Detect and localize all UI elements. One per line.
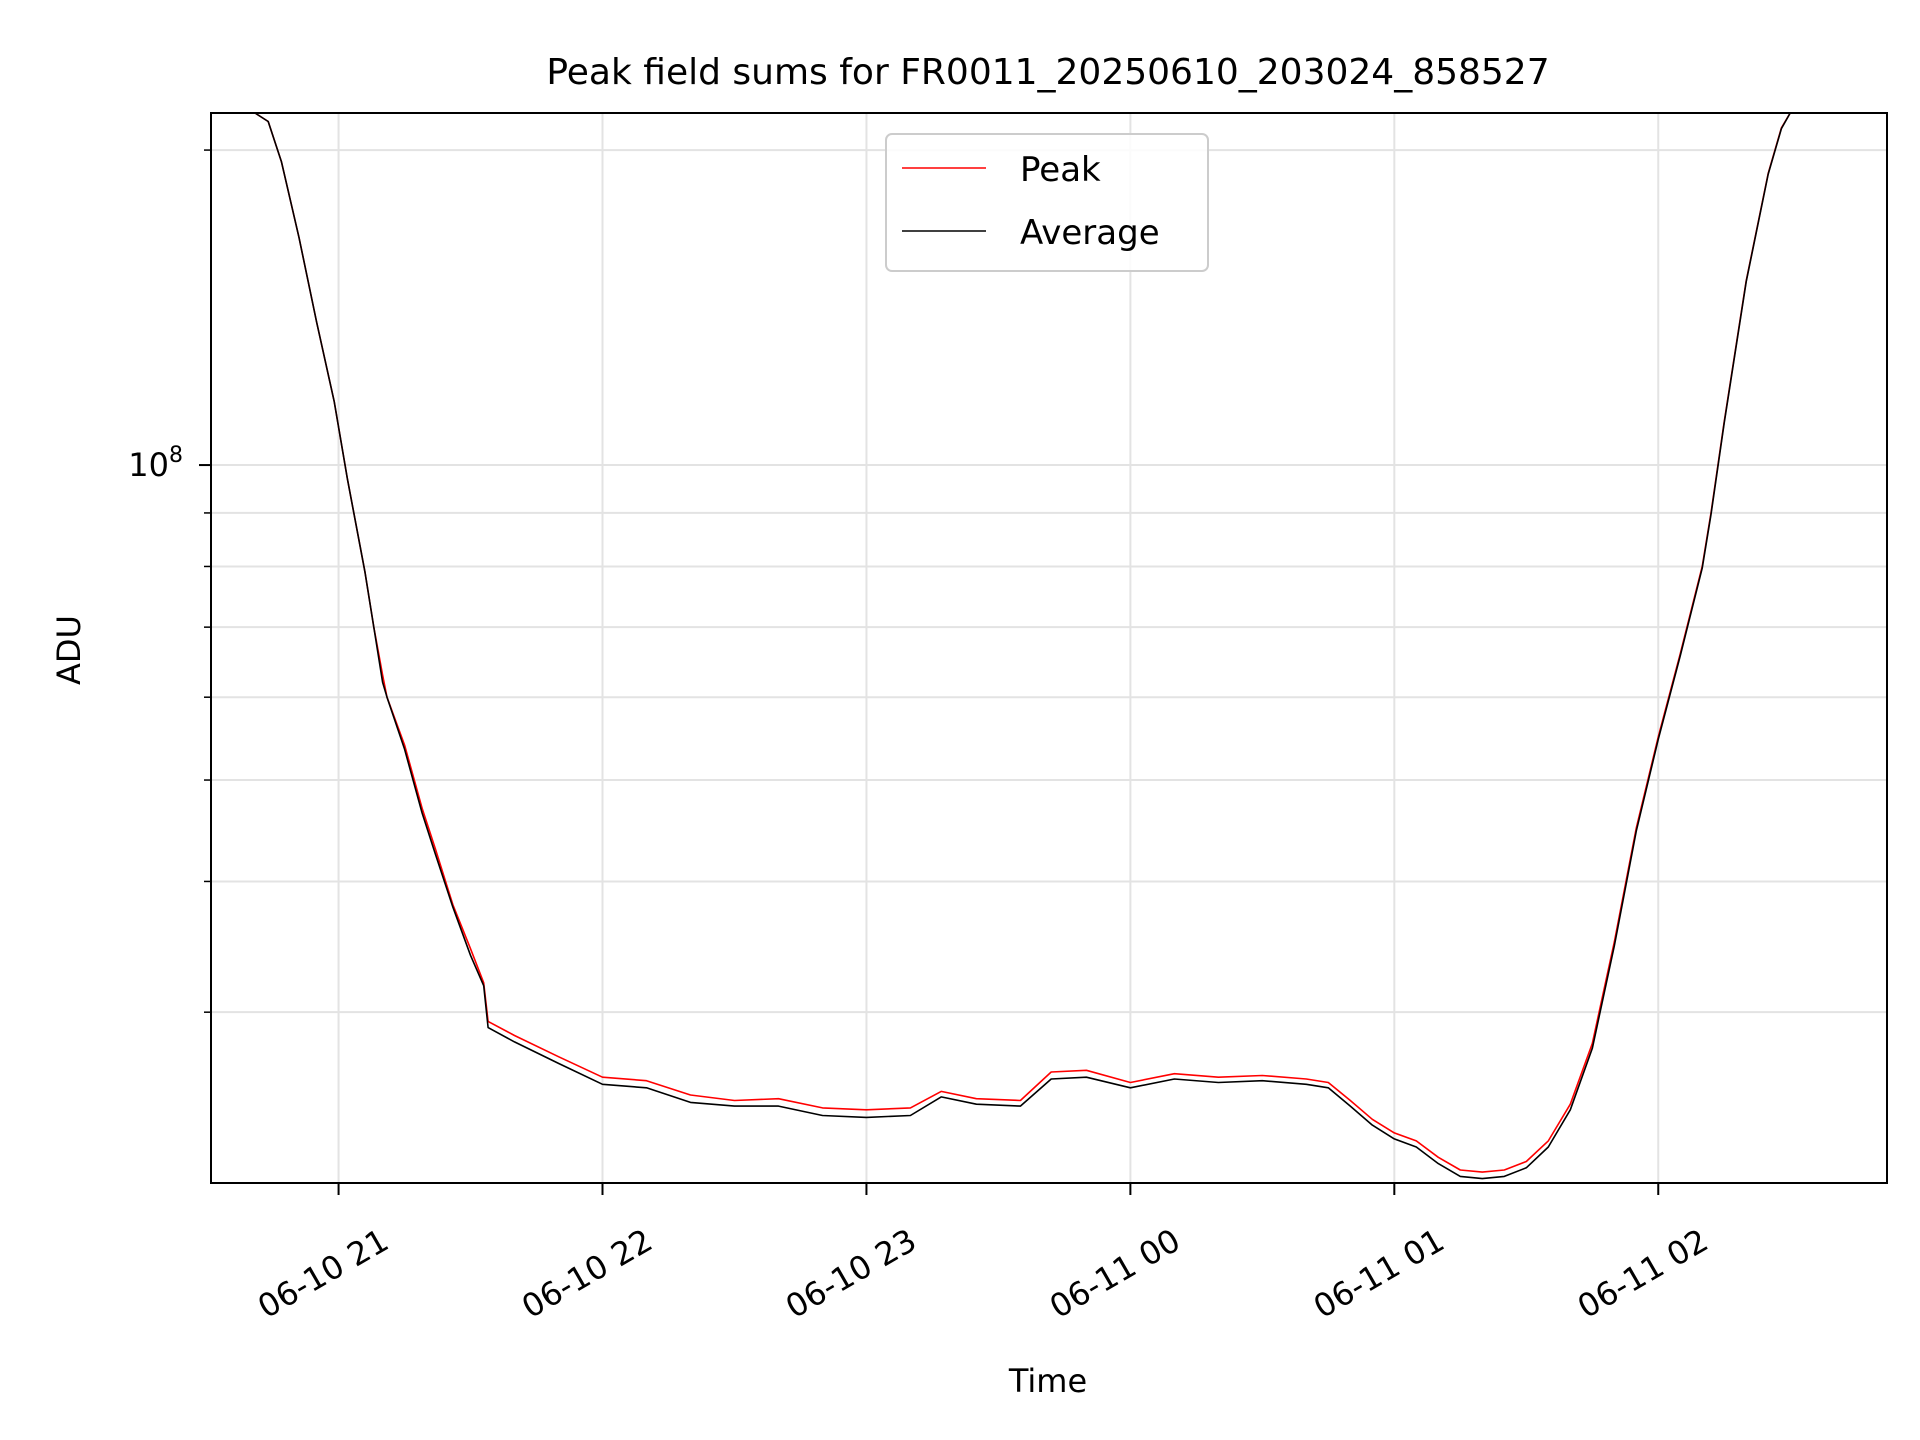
- y-tick-base: 10: [128, 446, 169, 484]
- plot-frame: [210, 112, 1888, 1184]
- series-layer: [211, 112, 1887, 1180]
- y-tick-label: 108: [128, 443, 183, 484]
- y-axis-label: ADU: [50, 615, 88, 685]
- legend-label-average: Average: [1020, 213, 1160, 253]
- y-tick-exponent: 8: [169, 443, 183, 468]
- y-axis: 108: [128, 149, 211, 1013]
- x-axis-label: Time: [1008, 1362, 1087, 1400]
- chart-title: Peak field sums for FR0011_20250610_2030…: [546, 52, 1549, 93]
- series-line-average: [211, 112, 1887, 1180]
- legend-label-peak: Peak: [1020, 150, 1101, 190]
- legend: Peak Average: [885, 133, 1209, 272]
